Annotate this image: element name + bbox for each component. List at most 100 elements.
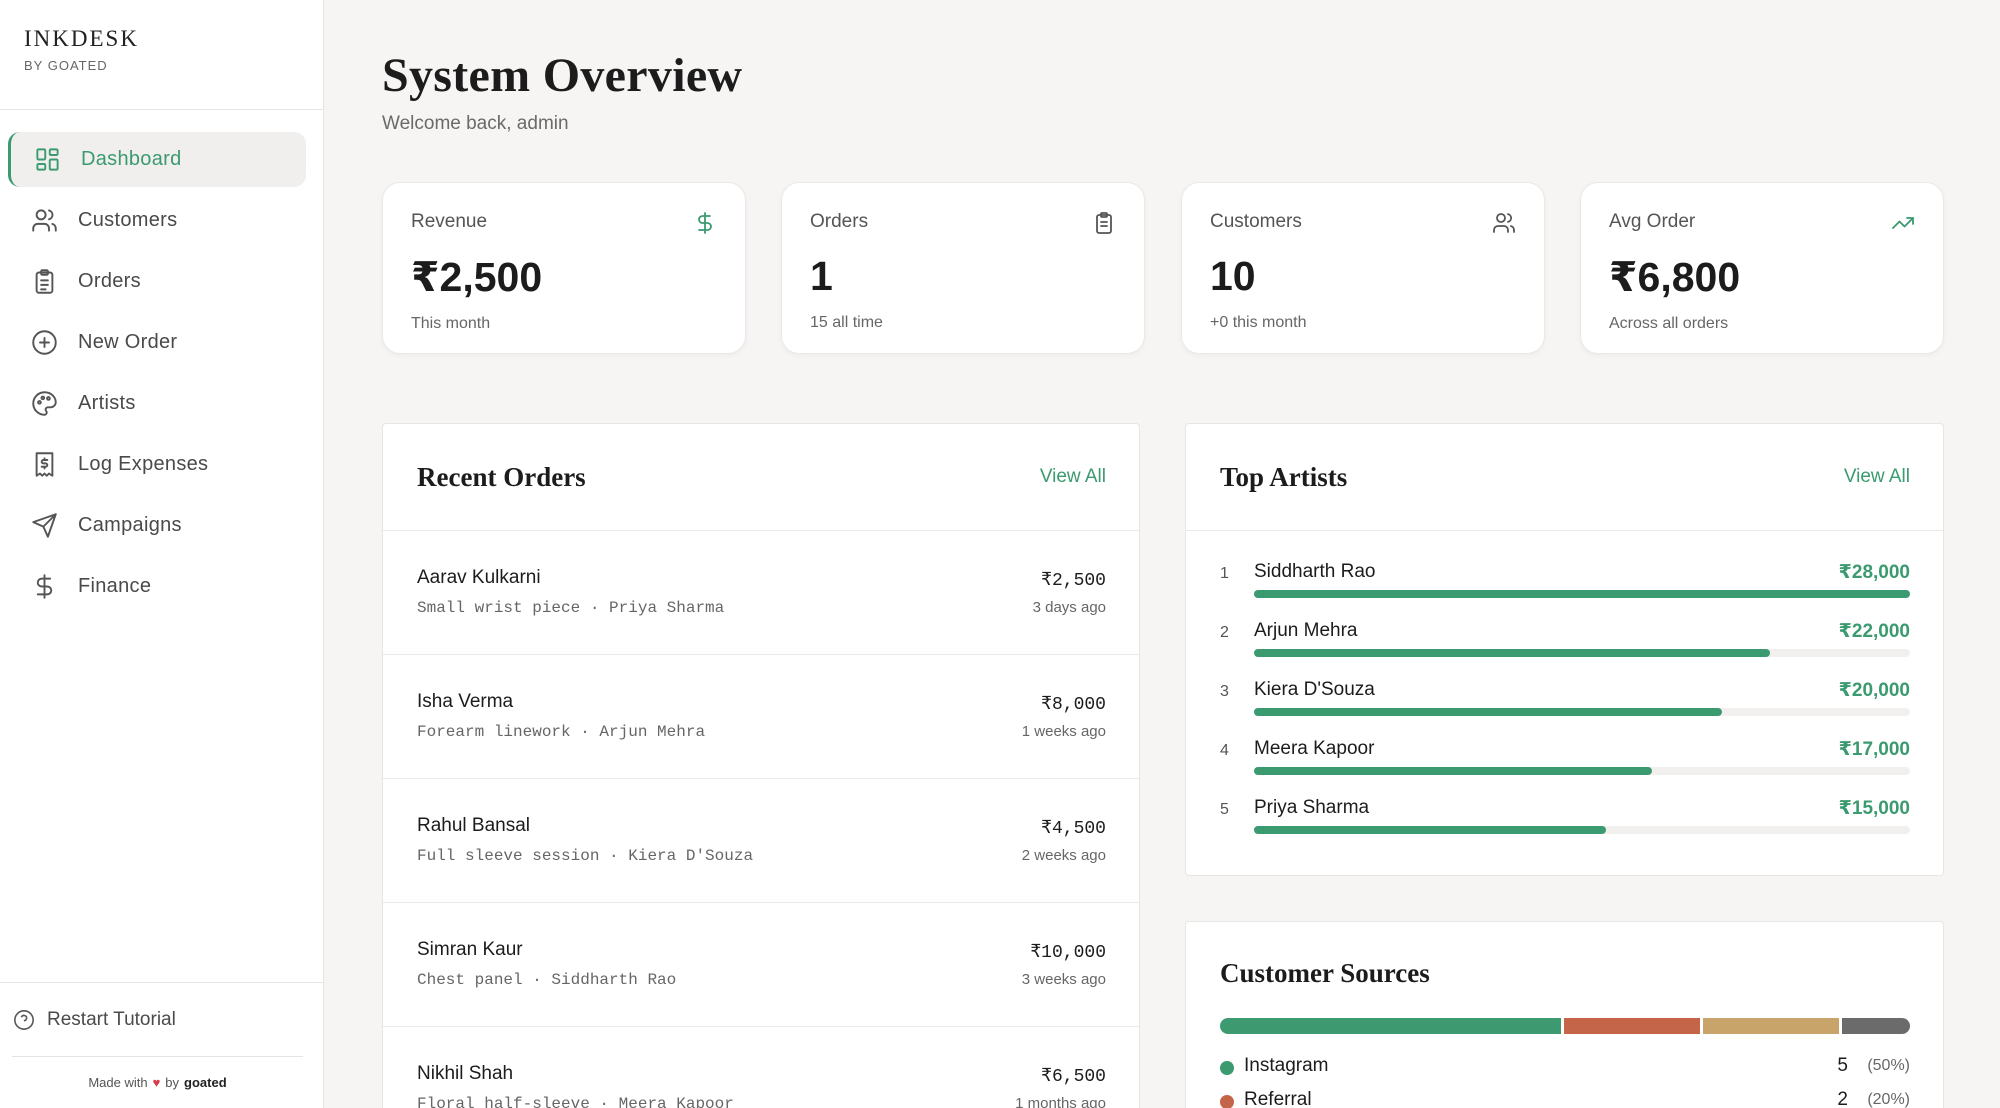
artist-name: Siddharth Rao (1254, 561, 1376, 582)
sidebar-item-dashboard[interactable]: Dashboard (8, 132, 306, 187)
artist-amount: ₹15,000 (1838, 798, 1910, 819)
artist-amount: ₹28,000 (1838, 562, 1910, 583)
restart-tutorial-button[interactable]: Restart Tutorial (0, 982, 323, 1056)
order-description: Small wrist piece · Priya Sharma (417, 599, 725, 617)
send-icon (30, 512, 58, 540)
artist-amount: ₹22,000 (1838, 621, 1910, 642)
stat-value: ₹6,800 (1609, 254, 1741, 300)
recent-orders-title: Recent Orders (417, 461, 586, 492)
palette-icon (30, 390, 58, 418)
artist-bar-fill (1254, 826, 1606, 834)
sidebar-item-label: New Order (78, 331, 178, 353)
stats-row: Revenue ₹2,500 This month Orders 1 15 al… (382, 182, 1944, 354)
sidebar-item-campaigns[interactable]: Campaigns (8, 498, 306, 553)
brand: INKDESK BY GOATED (0, 0, 323, 110)
top-artists-view-all-link[interactable]: View All (1843, 466, 1910, 487)
order-row[interactable]: Nikhil Shah Floral half-sleeve · Meera K… (383, 1027, 1139, 1108)
artist-bar-fill (1254, 767, 1653, 775)
artist-bar-fill (1254, 708, 1723, 716)
page-subtitle: Welcome back, admin (382, 113, 569, 134)
artist-row[interactable]: 4 Meera Kapoor ₹17,000 (1220, 738, 1910, 797)
sidebar-item-orders[interactable]: Orders (8, 254, 306, 309)
artist-rank: 5 (1220, 801, 1229, 818)
order-row[interactable]: Isha Verma Forearm linework · Arjun Mehr… (383, 655, 1139, 779)
artist-bar-track (1254, 767, 1910, 775)
order-amount: ₹2,500 (1041, 571, 1106, 591)
source-segment (1841, 1018, 1910, 1034)
artist-row[interactable]: 2 Arjun Mehra ₹22,000 (1220, 620, 1910, 679)
brand-name: INKDESK (24, 26, 139, 51)
order-description: Chest panel · Siddharth Rao (417, 971, 677, 989)
stat-label: Avg Order (1609, 211, 1696, 232)
recent-orders-view-all-link[interactable]: View All (1039, 466, 1106, 487)
sidebar-item-label: Artists (78, 392, 136, 414)
top-artists-panel: Top Artists View All 1 Siddharth Rao ₹28… (1185, 423, 1944, 876)
stat-note: Across all orders (1609, 315, 1729, 332)
stat-value: 10 (1210, 253, 1256, 299)
order-description: Full sleeve session · Kiera D'Souza (417, 847, 754, 865)
made-author: goated (184, 1075, 227, 1090)
stat-note: +0 this month (1210, 314, 1307, 331)
artist-bar-track (1254, 826, 1910, 834)
stat-value: 1 (810, 253, 833, 299)
dollar-icon (30, 573, 58, 601)
sidebar-item-finance[interactable]: Finance (8, 559, 306, 614)
stat-label: Revenue (411, 211, 488, 232)
customer-sources-title: Customer Sources (1220, 958, 1430, 988)
customer-sources-bar (1220, 1018, 1910, 1034)
sidebar-item-label: Log Expenses (78, 453, 209, 475)
stat-label: Orders (810, 211, 869, 232)
source-percent: (20%) (1867, 1091, 1910, 1108)
made-with-credit: Made with ♥ by goated (12, 1056, 303, 1108)
source-row: Instagram 5 (50%) (1220, 1052, 1910, 1086)
order-customer-name: Simran Kaur (417, 939, 523, 960)
order-row[interactable]: Simran Kaur Chest panel · Siddharth Rao … (383, 903, 1139, 1027)
source-name: Referral (1244, 1089, 1312, 1108)
artist-bar-fill (1254, 590, 1910, 598)
sidebar-item-new-order[interactable]: New Order (8, 315, 306, 370)
sidebar-item-log-expenses[interactable]: Log Expenses (8, 437, 306, 492)
top-artists-title: Top Artists (1220, 461, 1348, 492)
artist-rank: 2 (1220, 624, 1229, 641)
order-row[interactable]: Aarav Kulkarni Small wrist piece · Priya… (383, 531, 1139, 655)
artist-row[interactable]: 1 Siddharth Rao ₹28,000 (1220, 561, 1910, 620)
order-description: Forearm linework · Arjun Mehra (417, 723, 706, 741)
order-row[interactable]: Rahul Bansal Full sleeve session · Kiera… (383, 779, 1139, 903)
sidebar-item-customers[interactable]: Customers (8, 193, 306, 248)
order-time: 1 weeks ago (1021, 723, 1106, 740)
top-artists-header: Top Artists View All (1186, 424, 1943, 531)
source-segment (1702, 1018, 1839, 1034)
made-with-text: Made with (88, 1075, 148, 1090)
recent-orders-list: Aarav Kulkarni Small wrist piece · Priya… (383, 531, 1139, 1108)
sidebar-item-artists[interactable]: Artists (8, 376, 306, 431)
artist-row[interactable]: 3 Kiera D'Souza ₹20,000 (1220, 679, 1910, 738)
order-customer-name: Aarav Kulkarni (417, 567, 541, 588)
stat-card-orders: Orders 1 15 all time (781, 182, 1145, 354)
made-by-text: by (165, 1075, 180, 1090)
artist-name: Meera Kapoor (1254, 738, 1375, 759)
sidebar-item-label: Finance (78, 575, 152, 597)
dollar-icon (693, 211, 717, 235)
heart-icon: ♥ (152, 1075, 161, 1090)
clipboard-icon (30, 268, 58, 296)
users-icon (1492, 211, 1516, 235)
artist-name: Kiera D'Souza (1254, 679, 1375, 700)
top-artists-list: 1 Siddharth Rao ₹28,000 2 Arjun Mehra ₹2… (1186, 531, 1943, 856)
sidebar-item-label: Customers (78, 209, 178, 231)
sidebar-nav: Dashboard Customers Orders New Order Art… (0, 110, 323, 614)
help-circle-icon (14, 1009, 34, 1030)
artist-bar-track (1254, 649, 1910, 657)
order-time: 1 months ago (1015, 1095, 1106, 1108)
order-customer-name: Rahul Bansal (417, 815, 531, 836)
artist-row[interactable]: 5 Priya Sharma ₹15,000 (1220, 797, 1910, 856)
stat-label: Customers (1210, 211, 1302, 232)
brand-subtitle: BY GOATED (24, 58, 108, 73)
source-count: 2 (1837, 1089, 1848, 1108)
order-customer-name: Nikhil Shah (417, 1063, 514, 1084)
source-count: 5 (1837, 1055, 1848, 1076)
stat-card-revenue: Revenue ₹2,500 This month (382, 182, 746, 354)
order-amount: ₹4,500 (1041, 819, 1106, 839)
dashboard-icon (33, 146, 61, 174)
order-time: 3 weeks ago (1021, 971, 1106, 988)
customer-sources-panel: Customer Sources Instagram 5 (50%) Refer… (1185, 921, 1944, 1108)
